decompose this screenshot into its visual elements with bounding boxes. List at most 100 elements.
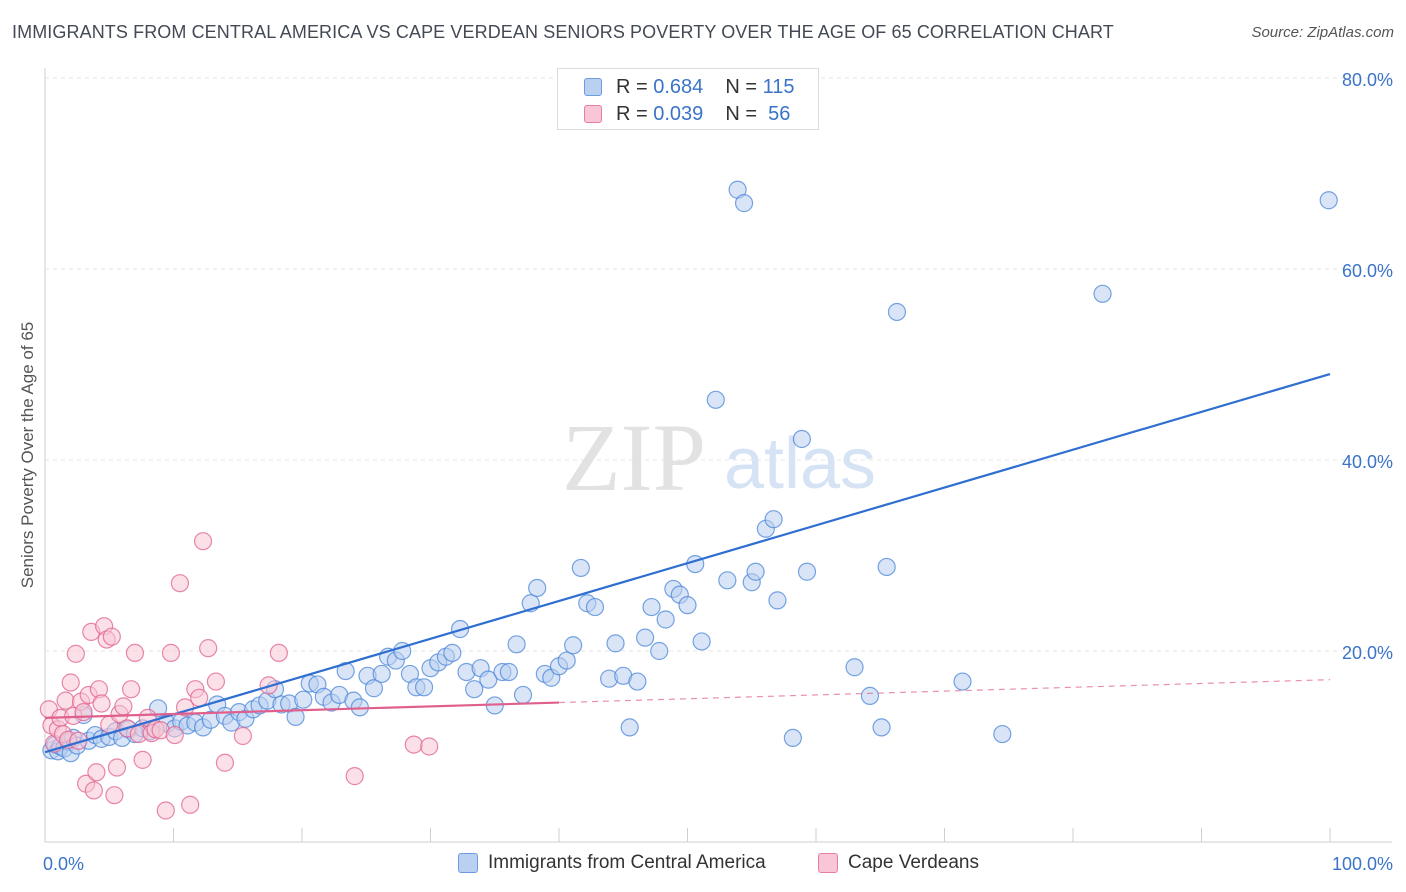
data-point: [336, 661, 355, 681]
data-point: [84, 781, 103, 800]
data-point: [792, 429, 811, 449]
y-tick-label: 40.0%: [1342, 452, 1393, 472]
data-point: [528, 578, 547, 598]
data-point: [56, 691, 75, 710]
data-point: [692, 632, 711, 651]
data-point: [105, 786, 124, 805]
legend-item-cape-verdeans[interactable]: Cape Verdeans: [818, 852, 979, 874]
x-tick-label: 0.0%: [43, 854, 84, 874]
data-point: [872, 718, 891, 737]
n-value: 115: [762, 75, 795, 98]
data-point: [345, 767, 364, 786]
data-point: [678, 596, 697, 615]
r-label: R =: [616, 102, 648, 125]
data-point: [860, 686, 880, 705]
watermark-zip: ZIP: [562, 404, 706, 511]
data-point: [606, 634, 625, 653]
data-point: [170, 574, 190, 593]
y-tick-label: 60.0%: [1342, 261, 1393, 281]
data-point: [294, 690, 313, 709]
x-tick-labels: 0.0% 100.0%: [43, 854, 1393, 874]
data-point: [193, 532, 213, 551]
data-point: [635, 628, 655, 647]
legend: Immigrants from Central America Cape Ver…: [0, 852, 1406, 878]
data-point: [121, 680, 141, 699]
data-point: [1093, 284, 1112, 303]
data-point: [656, 610, 675, 629]
data-point: [734, 194, 754, 213]
data-point: [364, 679, 384, 698]
data-point: [102, 627, 121, 646]
r-label: R =: [616, 75, 648, 98]
stats-swatch-immigrants: [584, 78, 602, 96]
y-tick-label: 20.0%: [1342, 643, 1393, 663]
data-point: [768, 591, 787, 610]
data-point: [564, 636, 583, 655]
data-point: [993, 724, 1012, 744]
n-label: N =: [725, 102, 757, 125]
data-point: [642, 597, 661, 617]
data-point: [156, 801, 175, 820]
r-value: 0.039: [653, 102, 704, 125]
r-value: 0.684: [653, 75, 704, 98]
data-point: [420, 737, 439, 756]
data-point: [443, 643, 462, 663]
gridlines: [45, 77, 1392, 652]
data-point: [513, 685, 533, 705]
data-point: [286, 707, 305, 726]
data-point: [1319, 191, 1338, 210]
data-point: [404, 735, 423, 754]
data-point: [465, 680, 484, 699]
source-label: Source: ZipAtlas.com: [1251, 24, 1394, 41]
data-point: [414, 678, 434, 697]
watermark: ZIP atlas: [562, 404, 876, 511]
data-point: [571, 558, 590, 578]
data-point: [479, 670, 498, 689]
n-value: 56: [768, 102, 791, 125]
data-point: [372, 664, 391, 684]
data-point: [557, 651, 576, 670]
data-point: [181, 795, 200, 814]
legend-item-immigrants[interactable]: Immigrants from Central America: [458, 852, 766, 874]
data-point: [133, 750, 152, 769]
data-point: [650, 641, 669, 661]
data-point: [190, 688, 209, 707]
data-point: [165, 725, 184, 745]
data-point: [66, 644, 85, 663]
data-point: [125, 643, 145, 663]
data-point: [215, 753, 234, 772]
data-point: [887, 302, 907, 322]
legend-label: Cape Verdeans: [848, 852, 979, 873]
data-point: [107, 758, 127, 777]
data-point: [718, 571, 737, 590]
data-point: [877, 557, 896, 577]
stats-box: R = 0.684 N = 115 R = 0.039 N = 56: [557, 68, 819, 130]
x-tick-label: 100.0%: [1332, 854, 1393, 874]
legend-swatch-immigrants: [458, 853, 478, 873]
n-label: N =: [725, 75, 757, 98]
data-point: [797, 562, 817, 581]
trend-line-cape-verdeans-dashed: [558, 679, 1331, 704]
data-point: [620, 718, 639, 737]
data-point: [92, 694, 111, 713]
legend-label: Immigrants from Central America: [488, 852, 766, 873]
data-point: [199, 639, 218, 658]
data-point: [499, 662, 518, 682]
data-point: [87, 763, 106, 782]
data-point: [507, 635, 526, 654]
data-point: [783, 728, 802, 748]
data-point: [746, 562, 765, 581]
data-point: [233, 726, 252, 746]
stats-swatch-cape-verdeans: [584, 105, 602, 123]
data-point: [953, 672, 972, 691]
data-point: [845, 658, 864, 677]
y-tick-label: 80.0%: [1342, 70, 1393, 90]
stats-row-immigrants: R = 0.684 N = 115: [584, 75, 794, 99]
data-point: [706, 390, 725, 409]
data-point: [585, 597, 605, 617]
data-point: [628, 672, 647, 691]
data-point: [269, 643, 288, 663]
trend-line-immigrants: [44, 372, 1331, 754]
chart-title: IMMIGRANTS FROM CENTRAL AMERICA VS CAPE …: [12, 22, 1114, 42]
